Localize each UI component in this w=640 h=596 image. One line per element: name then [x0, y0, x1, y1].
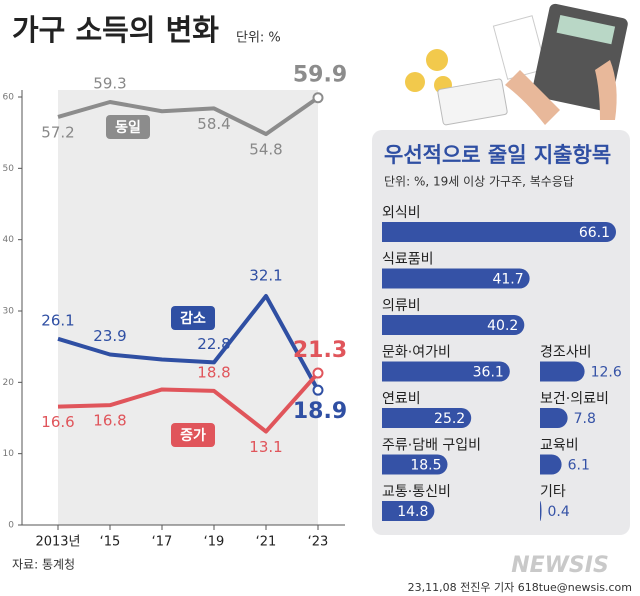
source: 자료: 통계청: [12, 558, 75, 572]
value-label: 0.4: [548, 504, 570, 520]
bar: [382, 222, 616, 242]
value-label: 21.3: [293, 338, 347, 363]
category-label: 교육비: [540, 438, 579, 454]
y-tick-label: 20: [3, 378, 15, 388]
bar: [382, 315, 525, 335]
value-label: 57.2: [41, 123, 74, 141]
x-tick-label: ‘15: [100, 535, 121, 550]
x-tick-label: ‘21: [256, 535, 277, 550]
category-label: 연료비: [382, 391, 421, 407]
category-label: 외식비: [382, 205, 421, 221]
x-tick-label: 2013년: [35, 535, 80, 550]
category-label: 의류비: [382, 298, 421, 314]
category-label: 경조사비: [540, 345, 592, 361]
value-label: 14.8: [397, 504, 428, 520]
value-label: 16.6: [41, 413, 74, 431]
value-label: 59.9: [293, 63, 347, 88]
bar: [382, 408, 472, 428]
bar: [382, 361, 510, 382]
y-tick-label: 40: [3, 235, 15, 245]
value-label: 13.1: [249, 438, 282, 456]
value-label: 40.2: [487, 318, 518, 334]
series-line: [57, 371, 320, 434]
unit: 단위: %: [236, 31, 281, 46]
legend-box: [171, 306, 215, 330]
bar: [540, 454, 562, 475]
value-label: 32.1: [249, 267, 282, 285]
end-point: [312, 367, 324, 379]
chart-title: 가구 소득의 변화: [12, 13, 219, 47]
bar: [382, 268, 530, 289]
legend-label: 동일: [115, 120, 141, 136]
bar: [540, 361, 585, 382]
value-label: 54.8: [249, 141, 282, 159]
legend-label: 증가: [180, 428, 206, 444]
y-tick-label: 60: [3, 93, 15, 103]
value-label: 16.8: [93, 412, 126, 430]
value-label: 22.8: [197, 335, 230, 353]
legend-label: 감소: [180, 310, 206, 327]
category-label: 식료품비: [382, 252, 434, 268]
bar-title: 우선적으로 줄일 지출항목: [384, 143, 611, 167]
value-label: 23.9: [93, 327, 126, 345]
value-label: 25.2: [434, 411, 465, 427]
end-point: [312, 384, 324, 396]
legend-box: [106, 115, 150, 139]
value-label: 12.6: [591, 365, 622, 381]
value-label: 7.8: [574, 411, 596, 427]
bar-subtitle: 단위: %, 19세 이상 가구주, 복수응답: [384, 175, 574, 189]
series-line: [57, 294, 320, 392]
bar: [382, 501, 435, 521]
credit: 23,11,08 전진우 기자 618tue@newsis.com: [408, 581, 632, 594]
y-tick-label: 50: [3, 164, 15, 174]
category-label: 기타: [540, 484, 566, 500]
y-tick-label: 0: [8, 521, 14, 531]
series-line: [57, 96, 320, 137]
y-tick-label: 30: [3, 307, 15, 317]
value-label: 41.7: [492, 272, 523, 288]
value-label: 66.1: [579, 225, 610, 241]
category-label: 교통·통신비: [382, 484, 451, 500]
category-label: 문화·여가비: [382, 345, 451, 361]
value-label: 58.4: [197, 115, 230, 133]
category-label: 보건·의료비: [540, 391, 609, 407]
legend-box: [171, 423, 215, 447]
illustration: [405, 3, 628, 126]
value-label: 36.1: [473, 365, 504, 381]
category-label: 주류·담배 구입비: [382, 438, 481, 454]
bar: [382, 454, 448, 475]
bar: [540, 408, 568, 428]
x-tick-label: ‘17: [152, 535, 173, 550]
value-label: 6.1: [568, 458, 590, 474]
value-label: 18.8: [197, 363, 230, 381]
value-label: 26.1: [41, 311, 74, 329]
value-label: 18.9: [293, 399, 347, 424]
bar: [540, 501, 542, 521]
value-label: 59.3: [93, 74, 126, 92]
watermark: NEWSIS: [511, 553, 609, 578]
y-tick-label: 10: [3, 449, 15, 459]
value-label: 18.5: [410, 458, 441, 474]
x-tick-label: ‘19: [204, 535, 225, 550]
end-point: [312, 92, 324, 104]
x-tick-label: ‘23: [308, 535, 329, 550]
